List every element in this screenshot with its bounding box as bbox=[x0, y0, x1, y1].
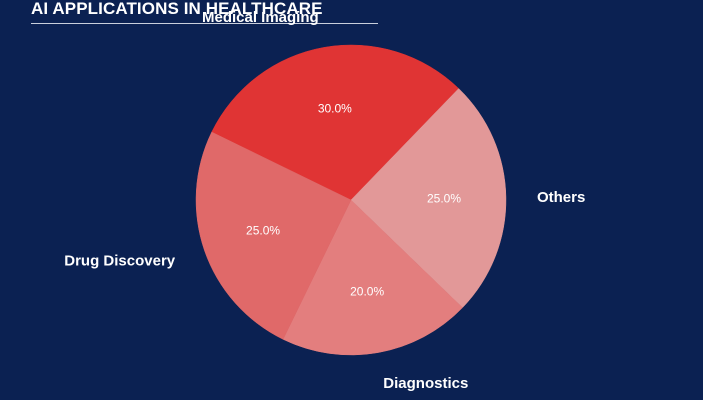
percent-labels: 30.0% 25.0% 20.0% 25.0% bbox=[246, 101, 461, 298]
percent-label: 25.0% bbox=[246, 223, 280, 237]
chart-title: AI APPLICATIONS IN HEALTHCARE bbox=[31, 0, 323, 18]
pie-slice-drug-discovery bbox=[195, 131, 352, 340]
category-label: Drug Discovery bbox=[64, 253, 176, 270]
pie-slices bbox=[195, 44, 507, 356]
category-label: Diagnostics bbox=[383, 375, 468, 392]
percent-label: 20.0% bbox=[350, 285, 384, 299]
percent-label: 30.0% bbox=[318, 101, 352, 115]
pie-slice-medical-imaging bbox=[211, 44, 460, 201]
pie-slice-diagnostics bbox=[282, 199, 463, 356]
percent-label: 25.0% bbox=[427, 191, 461, 205]
category-label: Others bbox=[537, 189, 585, 206]
category-label: Medical Imaging bbox=[202, 9, 319, 26]
category-labels: Medical Imaging Others Diagnostics Drug Dis… bbox=[64, 9, 585, 392]
title-underline bbox=[31, 23, 378, 24]
pie-slice-others bbox=[350, 88, 507, 309]
